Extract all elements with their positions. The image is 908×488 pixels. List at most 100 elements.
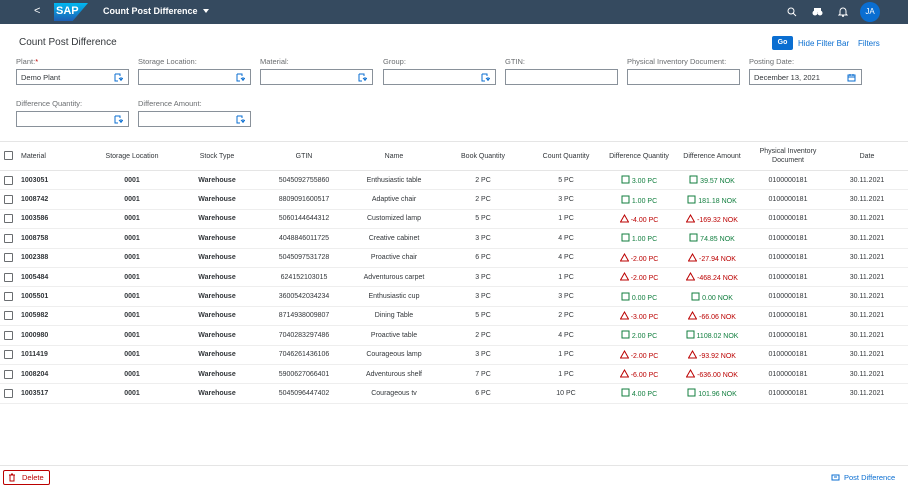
filter-input[interactable] xyxy=(505,69,618,85)
table-row[interactable]: 1008742 0001 Warehouse 8809091600517 Adaptiv… xyxy=(0,189,908,210)
select-all[interactable] xyxy=(0,141,16,171)
filter-label-text: Material: xyxy=(260,57,289,66)
filter-label-text: Difference Amount: xyxy=(138,99,202,108)
table-row[interactable]: 1002388 0001 Warehouse 5045097531728 Proacti… xyxy=(0,248,908,268)
cell: 101.96 NOK xyxy=(674,383,750,404)
shell-bar: < SAP Count Post Difference JA xyxy=(0,0,908,24)
binoculars-icon[interactable] xyxy=(812,7,823,17)
cell: Enthusiastic cup xyxy=(350,286,438,307)
sq-icon xyxy=(687,195,696,204)
tri-icon xyxy=(685,272,696,281)
delete-button[interactable]: Delete xyxy=(3,470,50,485)
cell: Warehouse xyxy=(176,383,258,404)
post-difference-button[interactable]: Post Difference xyxy=(844,473,896,482)
table-row[interactable]: 1005501 0001 Warehouse 3600542034234 Enthusi… xyxy=(0,286,908,307)
cell: 1000980 xyxy=(16,325,88,346)
cell: 7040283297486 xyxy=(258,325,350,346)
filter-input[interactable] xyxy=(16,111,129,127)
vh-icon xyxy=(114,115,123,124)
filter-input[interactable] xyxy=(383,69,496,85)
table-row[interactable]: 1008758 0001 Warehouse 4048846011725 Creativ… xyxy=(0,228,908,249)
status-value: 1108.02 NOK xyxy=(696,333,739,341)
cell: -27.94 NOK xyxy=(674,248,750,268)
filter-label: Physical Inventory Document: xyxy=(627,57,726,66)
bell-icon[interactable] xyxy=(838,6,848,17)
vh-icon xyxy=(481,73,490,82)
table-row[interactable]: 1005484 0001 Warehouse 624152103015 Adventur… xyxy=(0,267,908,288)
cell: -169.32 NOK xyxy=(674,209,750,230)
column-header: Storage Location xyxy=(88,141,176,171)
row-checkbox[interactable] xyxy=(0,170,16,191)
column-header: Name xyxy=(350,141,438,171)
row-checkbox[interactable] xyxy=(0,267,16,288)
cell: 2 PC xyxy=(528,306,604,327)
row-checkbox[interactable] xyxy=(0,209,16,230)
cell: Courageous tv xyxy=(350,383,438,404)
table-body: 1003051 0001 Warehouse 5045092755860 Enthusi… xyxy=(0,170,908,404)
app-title[interactable]: Count Post Difference xyxy=(103,6,198,16)
search-icon[interactable] xyxy=(787,7,797,17)
cell: 2 PC xyxy=(438,325,528,346)
cell: 1005501 xyxy=(16,286,88,307)
filter-label-text: Group: xyxy=(383,57,406,66)
vh-icon xyxy=(358,73,367,82)
hide-filter-bar[interactable]: Hide Filter Bar xyxy=(798,39,850,48)
back-button[interactable]: < xyxy=(34,5,41,17)
cell: 30.11.2021 xyxy=(826,189,908,210)
table-row[interactable]: 1003051 0001 Warehouse 5045092755860 Enthusi… xyxy=(0,170,908,191)
cell: 1 PC xyxy=(528,345,604,365)
sq-icon xyxy=(621,233,630,242)
cell: 30.11.2021 xyxy=(826,364,908,385)
row-checkbox[interactable] xyxy=(0,189,16,210)
cell: 0001 xyxy=(88,170,176,191)
filters-link[interactable]: Filters xyxy=(858,39,880,48)
filter-input[interactable]: December 13, 2021 xyxy=(749,69,862,85)
filter-label: Material: xyxy=(260,57,289,66)
cell: 3 PC xyxy=(438,267,528,288)
filter-input[interactable] xyxy=(138,111,251,127)
cell: -93.92 NOK xyxy=(674,345,750,365)
tri-icon xyxy=(619,369,630,378)
user-avatar[interactable]: JA xyxy=(860,2,880,22)
filter-input[interactable]: Demo Plant xyxy=(16,69,129,85)
cell: 0001 xyxy=(88,325,176,346)
row-checkbox[interactable] xyxy=(0,364,16,385)
tri-icon xyxy=(685,369,696,378)
filter-input[interactable] xyxy=(138,69,251,85)
row-checkbox[interactable] xyxy=(0,345,16,365)
cell: 5 PC xyxy=(438,306,528,327)
cell: 2 PC xyxy=(438,189,528,210)
cell: 7 PC xyxy=(438,364,528,385)
table-row[interactable]: 1011419 0001 Warehouse 7046261436106 Courage… xyxy=(0,345,908,365)
sq-icon xyxy=(621,195,630,204)
cell: 30.11.2021 xyxy=(826,345,908,365)
table-row[interactable]: 1003586 0001 Warehouse 5060144644312 Customi… xyxy=(0,209,908,230)
cell: 6 PC xyxy=(438,248,528,268)
row-checkbox[interactable] xyxy=(0,325,16,346)
cell: Adaptive chair xyxy=(350,189,438,210)
tri-icon xyxy=(687,310,698,320)
tri-icon xyxy=(685,213,696,223)
go-button[interactable]: Go xyxy=(772,36,793,50)
filter-value: December 13, 2021 xyxy=(754,73,820,82)
table-row[interactable]: 1000980 0001 Warehouse 7040283297486 Proacti… xyxy=(0,325,908,346)
table-row[interactable]: 1008204 0001 Warehouse 5900627066401 Adventu… xyxy=(0,364,908,385)
filter-label: Plant:* xyxy=(16,57,38,66)
row-checkbox[interactable] xyxy=(0,383,16,404)
cell: Warehouse xyxy=(176,364,258,385)
filter-input[interactable] xyxy=(260,69,373,85)
tri-icon xyxy=(687,252,698,262)
cell: Warehouse xyxy=(176,209,258,230)
cell: 0001 xyxy=(88,209,176,230)
table-row[interactable]: 1003517 0001 Warehouse 5045096447402 Courage… xyxy=(0,383,908,404)
status-value: -27.94 NOK xyxy=(699,255,736,263)
row-checkbox[interactable] xyxy=(0,306,16,327)
row-checkbox[interactable] xyxy=(0,228,16,249)
sq-icon xyxy=(686,330,695,339)
sq-icon xyxy=(691,292,700,301)
filter-input[interactable] xyxy=(627,69,740,85)
table-row[interactable]: 1005982 0001 Warehouse 8714938009807 Dining … xyxy=(0,306,908,327)
row-checkbox[interactable] xyxy=(0,286,16,307)
cell: 3600542034234 xyxy=(258,286,350,307)
row-checkbox[interactable] xyxy=(0,248,16,268)
